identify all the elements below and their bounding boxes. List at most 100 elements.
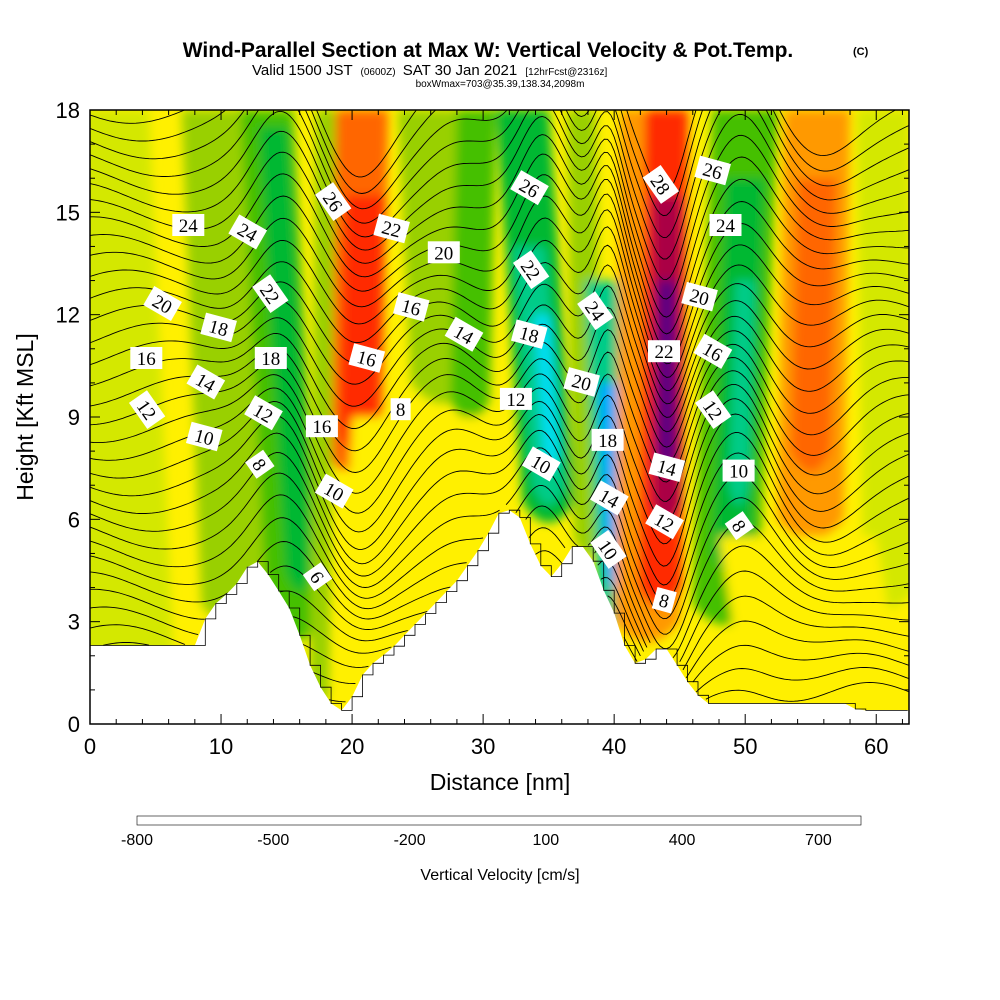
- theta-label: 20: [563, 367, 600, 397]
- chart-title: Wind-Parallel Section at Max W: Vertical…: [183, 39, 794, 62]
- theta-label-text: 16: [399, 296, 423, 321]
- colorbar-tick-label: 100: [532, 832, 559, 849]
- theta-label-box: [130, 347, 163, 369]
- theta-label-box: [228, 214, 268, 250]
- theta-label-text: 8: [396, 400, 406, 421]
- theta-label-box: [244, 395, 283, 431]
- theta-label: 8: [724, 511, 755, 541]
- y-tick-label: 15: [56, 200, 80, 225]
- theta-contour: [90, 413, 909, 567]
- theta-contour: [90, 110, 897, 194]
- theta-contour: [90, 550, 909, 663]
- theta-label: 20: [681, 281, 718, 312]
- theta-label-text: 22: [655, 342, 674, 363]
- terrain-fill: [90, 510, 909, 724]
- theta-contour: [90, 193, 909, 365]
- theta-label-box: [563, 367, 600, 397]
- valid-time: Valid 1500 JST: [252, 62, 352, 79]
- chart-subtitle: Valid 1500 JST (0600Z) SAT 30 Jan 2021 […: [252, 62, 607, 79]
- x-tick-label: 10: [209, 734, 233, 759]
- colorbar-outline: [136, 815, 862, 826]
- theta-contour: [90, 209, 909, 378]
- box-info: boxWmax=703@35.39,138.34,2098m: [416, 79, 585, 90]
- theta-contour: [90, 226, 909, 392]
- theta-label-text: 26: [700, 159, 724, 184]
- terrain-outline: [90, 509, 908, 711]
- theta-contour: [90, 465, 909, 620]
- theta-label: 6: [302, 562, 333, 592]
- theta-label-text: 18: [517, 323, 541, 348]
- y-tick-label: 0: [68, 712, 80, 737]
- theta-contour: [90, 383, 909, 523]
- theta-label-text: 16: [137, 349, 156, 370]
- theta-label-box: [373, 213, 410, 244]
- theta-label-text: 24: [716, 216, 736, 237]
- theta-label-box: [392, 292, 430, 322]
- theta-label: 10: [185, 421, 223, 452]
- theta-contour: [90, 134, 909, 318]
- velocity-plume: [657, 280, 676, 472]
- velocity-plume: [338, 195, 385, 455]
- theta-label-box: [245, 449, 275, 479]
- theta-label-text: 22: [379, 217, 403, 242]
- theta-label: 18: [254, 347, 287, 370]
- theta-contour: [90, 153, 909, 335]
- theta-label-text: 20: [569, 371, 593, 396]
- theta-contour: [90, 351, 909, 483]
- x-tick-label: 30: [471, 734, 495, 759]
- theta-label: 18: [591, 428, 624, 452]
- theta-label: 22: [648, 340, 680, 363]
- x-tick-label: 40: [602, 734, 626, 759]
- theta-label-box: [695, 390, 732, 430]
- theta-label: 16: [130, 347, 163, 370]
- theta-label-box: [577, 291, 614, 331]
- theta-label-box: [348, 343, 386, 373]
- theta-label-box: [128, 390, 166, 430]
- theta-label: 18: [200, 312, 237, 343]
- theta-contour: [90, 595, 909, 679]
- theta-label-box: [390, 398, 411, 421]
- theta-label-box: [681, 281, 718, 312]
- theta-label-text: 18: [206, 316, 230, 341]
- theta-label-box: [648, 452, 686, 483]
- theta-label: 12: [499, 387, 532, 411]
- valid-date: SAT 30 Jan 2021: [403, 62, 518, 79]
- y-tick-label: 6: [68, 507, 80, 532]
- theta-label-box: [590, 480, 629, 516]
- theta-label: 24: [172, 214, 205, 237]
- theta-label: 16: [348, 343, 386, 373]
- theta-contour: [90, 110, 909, 217]
- theta-label-box: [693, 333, 733, 369]
- theta-label-text: 20: [434, 243, 453, 264]
- velocity-plume: [718, 536, 903, 724]
- theta-label: 10: [722, 459, 755, 483]
- theta-label: 16: [392, 292, 430, 322]
- theta-contour: [90, 329, 909, 465]
- theta-label-text: 10: [192, 425, 216, 450]
- theta-label-text: 18: [261, 349, 280, 370]
- x-tick-label: 50: [733, 734, 757, 759]
- theta-label: 22: [373, 213, 410, 244]
- theta-label: 8: [245, 449, 275, 479]
- theta-label-box: [645, 504, 684, 540]
- theta-label-box: [724, 511, 755, 541]
- theta-label-box: [305, 415, 338, 438]
- theta-contour: [312, 667, 909, 693]
- y-axis-label: Height [Kft MSL]: [12, 333, 38, 500]
- colorbar-tick-labels: -800 -500 -200 100 400 700: [121, 832, 832, 849]
- theta-label-text: 18: [598, 431, 617, 452]
- theta-label-box: [591, 428, 624, 451]
- theta-label-box: [185, 421, 223, 452]
- theta-label-box: [444, 316, 484, 352]
- theta-label: 20: [143, 286, 182, 322]
- theta-contour: [90, 429, 909, 586]
- theta-label-text: 10: [729, 462, 748, 483]
- theta-label-box: [172, 214, 205, 236]
- theta-label-box: [254, 347, 287, 369]
- theta-contour: [90, 110, 909, 260]
- theta-label-box: [722, 459, 755, 482]
- x-axis-label: Distance [nm]: [430, 769, 571, 795]
- y-tick-label: 9: [68, 405, 80, 430]
